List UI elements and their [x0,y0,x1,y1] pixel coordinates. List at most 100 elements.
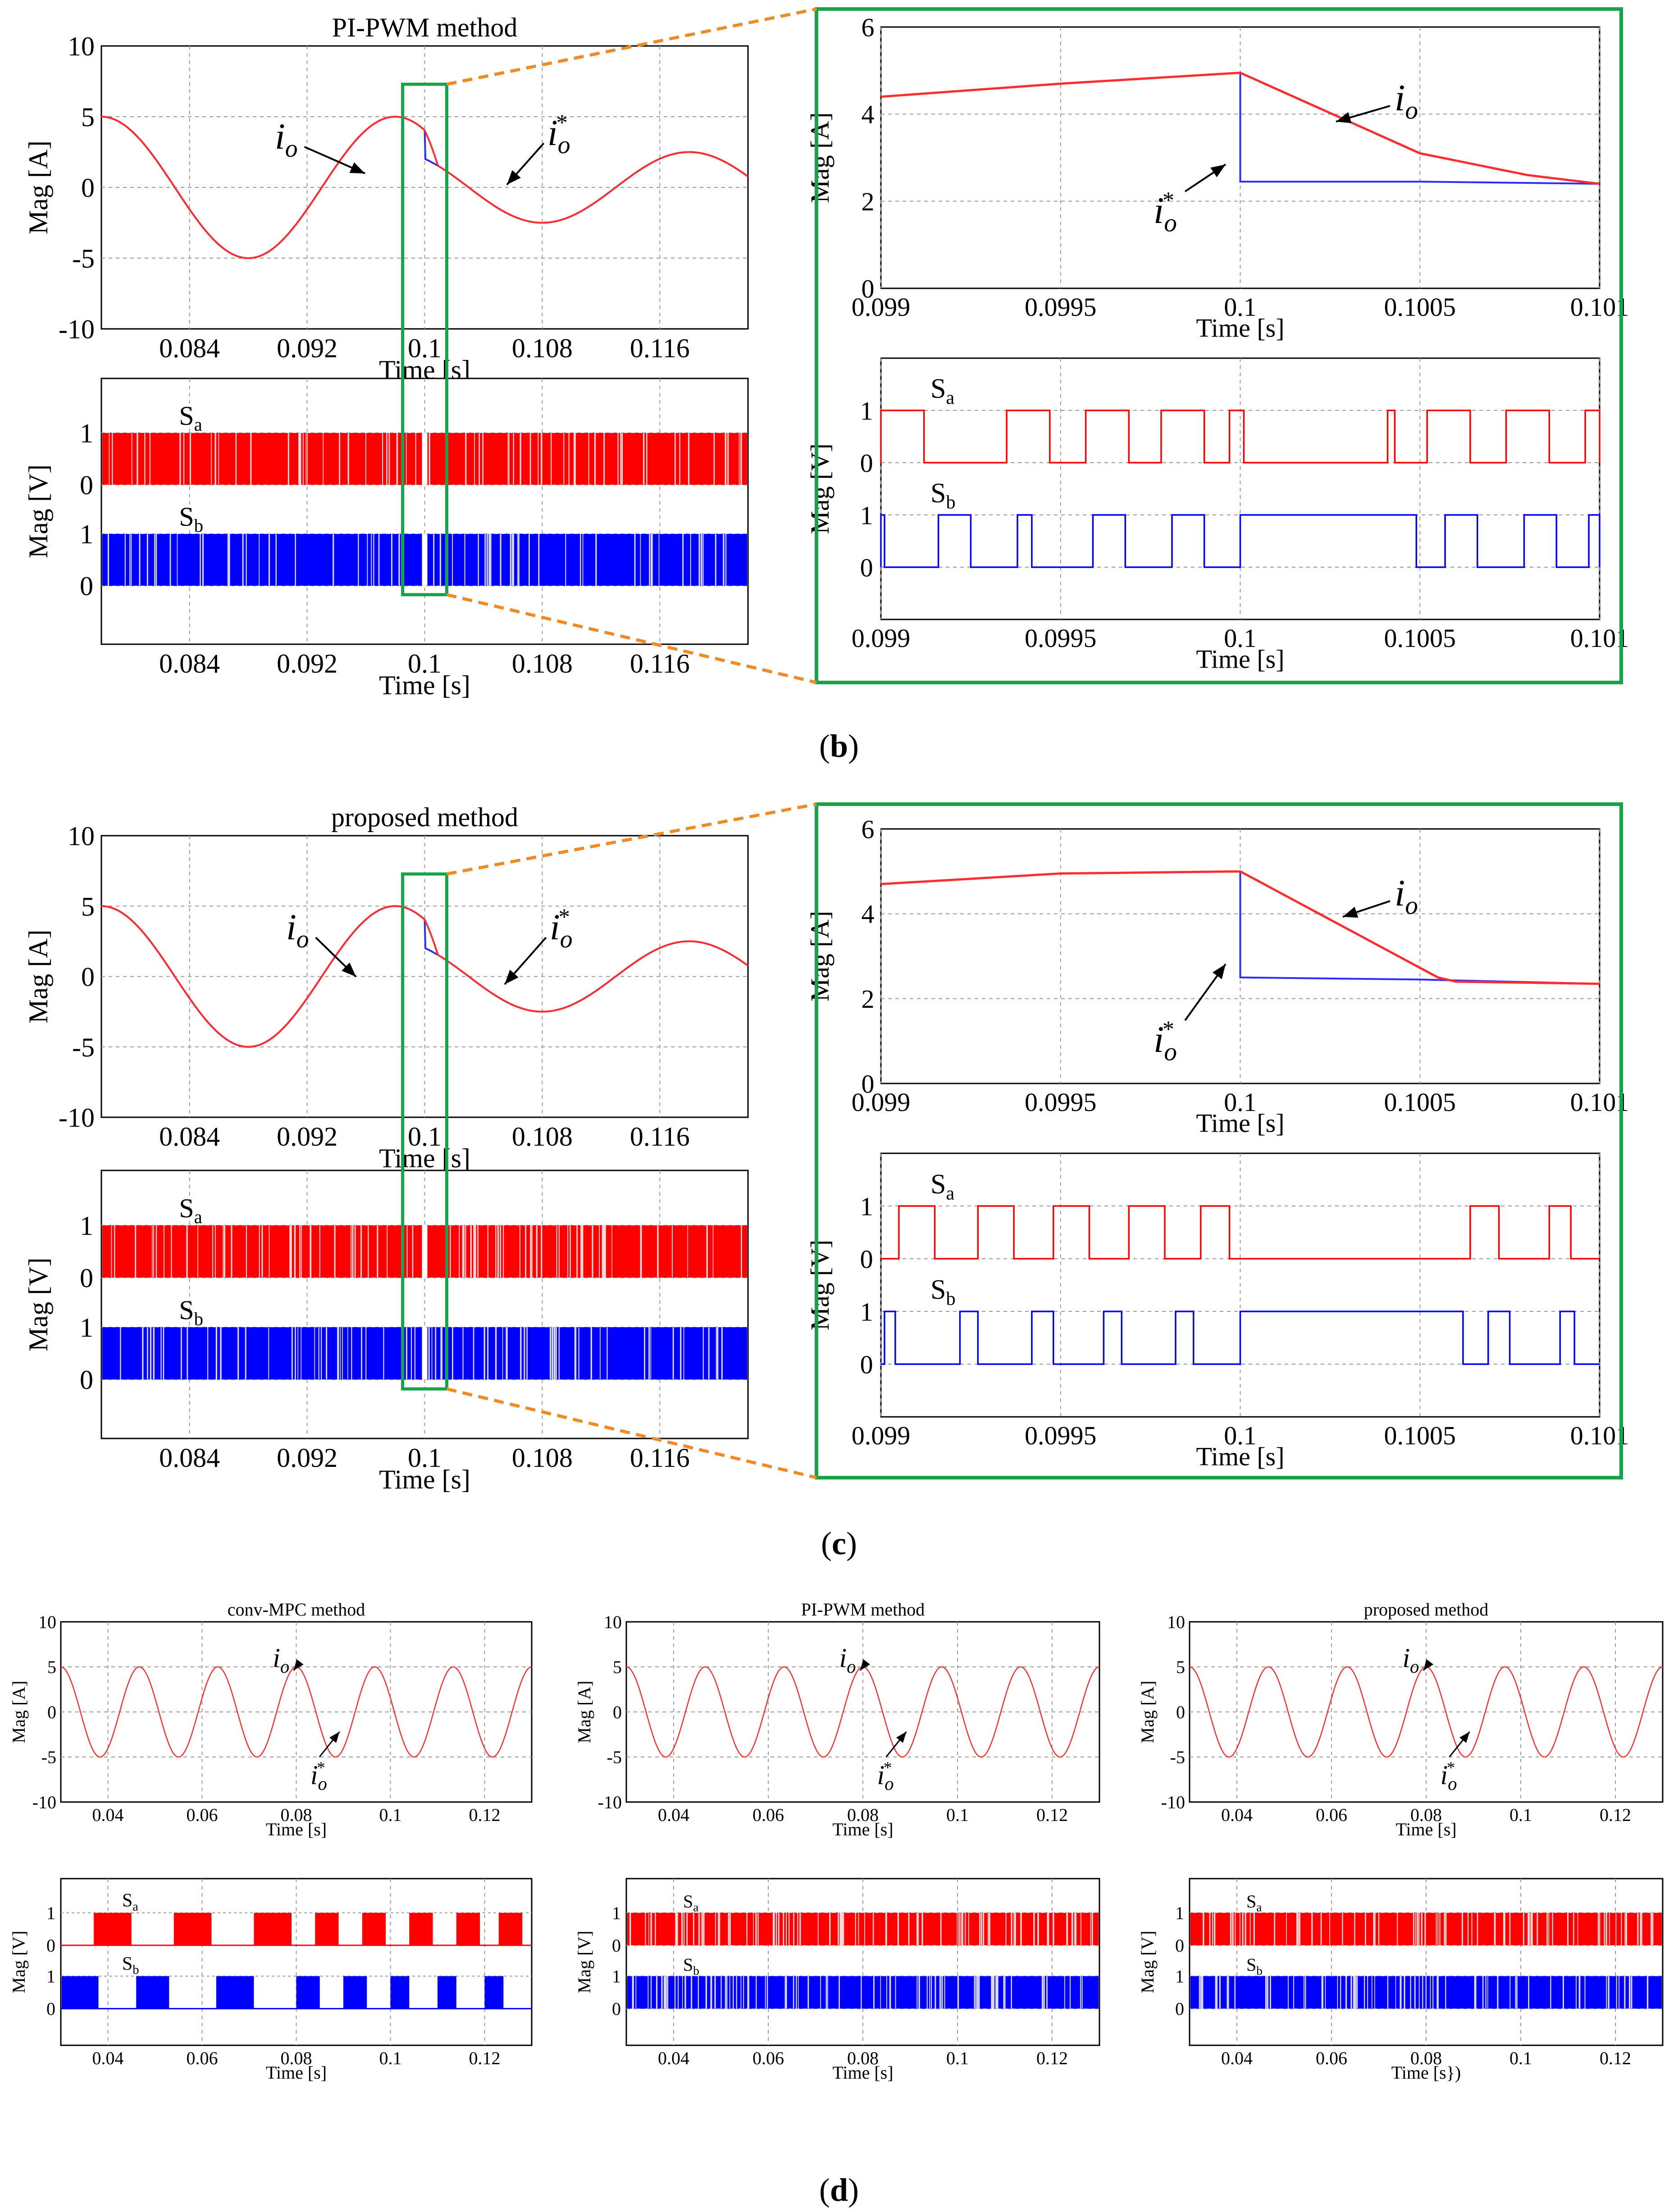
label-main: S [179,1193,194,1223]
switch-sb-label: Sb [930,478,956,513]
level-tick-label: 1 [46,1903,55,1923]
y-tick-label: 10 [68,821,95,851]
y-tick-label: -10 [59,1103,95,1133]
label-main: S [1246,1891,1256,1912]
x-tick-label: 0.1 [1509,1805,1532,1825]
plot-frame [100,835,749,1118]
x-tick-label: 0.1 [408,1443,442,1473]
label-main: S [930,478,946,509]
x-tick-label: 0.1 [408,333,442,363]
y-axis-label: Mag [A] [1137,1681,1158,1743]
panel-label-d-close: ) [848,2172,859,2208]
label-sub: o [885,1774,894,1794]
x-tick-label: 0.1005 [1384,624,1456,653]
x-tick-label: 0.0995 [1025,624,1097,653]
zoom-panel-frame [815,7,1623,684]
switch-sa-block [315,1912,339,1945]
x-tick-label: 0.08 [1410,1805,1442,1825]
x-tick-label: 0.12 [1036,2048,1068,2068]
i-o-label: io [839,1643,856,1677]
x-tick-label: 0.1 [946,2048,969,2068]
level-tick-label: 1 [860,1192,873,1221]
level-tick-label: 0 [860,553,873,582]
callout-arrow-head [349,162,365,173]
series-i-o [880,71,1600,185]
switch-sb-block [484,1976,504,2009]
label-main: S [930,1274,946,1305]
label-main: i [1154,190,1164,232]
d1-current-chart: 0.04 0.06 0.08 0.1 0.12 Time [s] Mag [A] conv-M… [9,1599,533,1839]
y-axis-label: Mag [A] [9,1681,29,1743]
x-tick-label: 0.116 [630,649,690,678]
label-main: S [1246,1954,1256,1975]
label-sub: a [1256,1901,1262,1914]
callout-arrow-head [1336,112,1352,123]
y-tick-label: -5 [72,1033,95,1062]
x-tick-label: 0.04 [92,2048,124,2068]
switch-sb-block [390,1976,410,2009]
switch-sa-block [456,1912,480,1945]
x-tick-label: 0.1 [379,2048,402,2068]
label-sup: * [556,110,568,135]
x-tick-label: 0.092 [277,649,337,678]
switch-sa-band [1190,1912,1662,1945]
y-tick-label: 5 [81,892,95,921]
switch-sb-block [343,1976,367,2009]
y-tick-label: 10 [68,32,95,61]
d2-current-chart: 0.04 0.06 0.08 0.1 0.12 Time [s] Mag [A] PI-PWM… [574,1599,1100,1839]
level-tick-label: 0 [46,1935,55,1956]
y-tick-label: 4 [862,900,875,929]
level-tick-label: 1 [46,1966,55,1986]
label-sub: b [1256,1964,1263,1977]
label-sub: o [296,925,309,953]
x-tick-label: 0.1005 [1384,292,1456,322]
label-sub: b [194,515,203,536]
x-tick-label: 0.099 [852,1088,911,1117]
panel-label-b-letter: b [830,728,848,764]
x-tick-label: 0.092 [277,333,337,363]
x-tick-label: 0.08 [281,2048,312,2068]
i-o-label: io [275,116,298,163]
y-axis-label: Mag [V] [1137,1931,1158,1994]
level-tick-label: 0 [1175,1935,1184,1956]
switch-sa-wave [881,1205,1600,1260]
callout-arrow-head [507,170,521,185]
d3-current-chart: 0.04 0.06 0.08 0.1 0.12 Time [s] Mag [A] propos… [1137,1599,1664,1839]
chart-title: PI-PWM method [801,1599,925,1620]
y-axis-label: Mag [V] [574,1931,594,1994]
x-tick-label: 0.04 [1221,1805,1253,1825]
level-tick-label: 1 [1175,1966,1184,1986]
zoom-connector-top [446,802,817,876]
switch-sa-label: Sa [1246,1891,1262,1914]
label-main: i [286,906,296,947]
x-axis-label: Time [s] [266,2062,327,2083]
panel-label-d-letter: d [830,2172,848,2208]
panel-label-d-open: ( [819,2172,830,2208]
y-axis-label: Mag [V] [9,1931,29,1994]
label-main: i [1154,1019,1164,1060]
label-sup: * [317,1759,325,1777]
x-tick-label: 0.08 [847,2048,879,2068]
chart-title: proposed method [331,802,518,832]
y-tick-label: 0 [1176,1702,1185,1722]
label-main: S [179,401,194,431]
x-axis-label: Time [s] [832,1819,893,1839]
y-tick-label: -10 [1161,1792,1185,1812]
x-tick-label: 0.092 [277,1122,337,1152]
callout-arrow-head [1459,1732,1470,1743]
x-tick-label: 0.108 [512,333,573,363]
level-tick-label: 0 [1175,1999,1184,2019]
label-sub: o [1164,209,1177,237]
level-tick-label: 0 [46,1999,55,2019]
level-tick-label: 1 [1175,1903,1184,1923]
x-tick-label: 0.099 [852,1421,911,1450]
level-tick-label: 0 [80,1263,93,1293]
y-axis-label: Mag [A] [805,112,834,203]
callout-arrow-head [1212,964,1226,979]
panel-label-b-open: ( [819,728,830,764]
b-current-zoom-chart: 0.099 0.0995 0.1 0.1005 0.101 Time [s] Mag [A]… [805,13,1629,342]
x-tick-label: 0.108 [512,1443,573,1473]
switch-sa-hole [422,432,428,485]
x-tick-label: 0.1 [408,1122,442,1152]
